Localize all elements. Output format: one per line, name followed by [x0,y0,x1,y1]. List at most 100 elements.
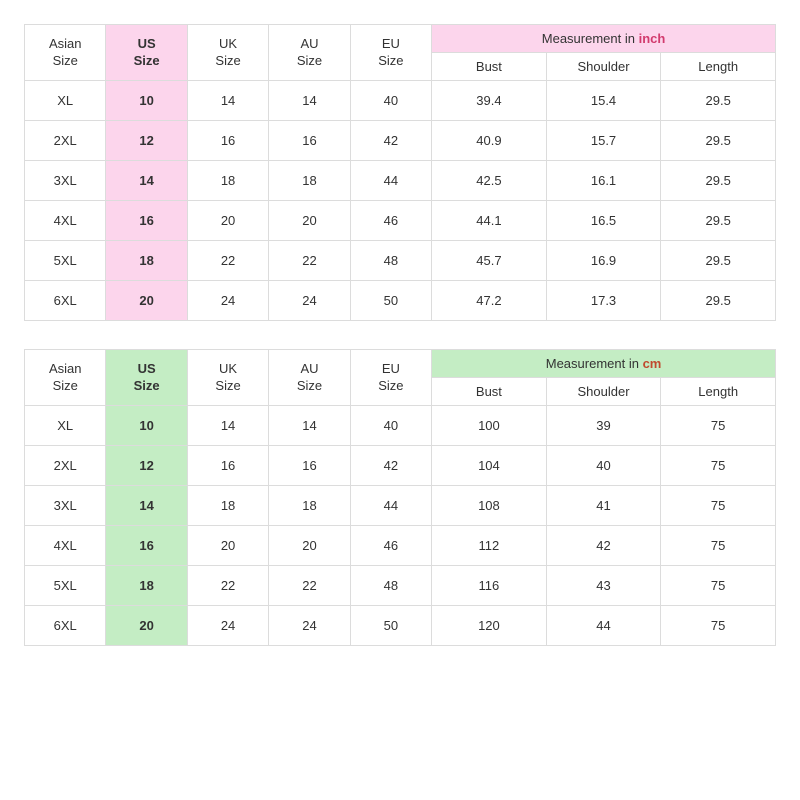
cell-eu: 40 [350,81,431,121]
cell-asian: 4XL [25,526,106,566]
col-us-size: USSize [106,350,187,406]
cell-us: 18 [106,241,187,281]
cell-bust: 100 [432,406,547,446]
table-row: 6XL2024245047.217.329.5 [25,281,776,321]
cell-asian: 3XL [25,486,106,526]
cell-shoulder: 42 [546,526,661,566]
col-au-size: AUSize [269,25,350,81]
cell-bust: 108 [432,486,547,526]
table-row: XL101414401003975 [25,406,776,446]
cell-eu: 46 [350,201,431,241]
cell-asian: 5XL [25,241,106,281]
cell-uk: 20 [187,201,268,241]
table-row: 3XL141818441084175 [25,486,776,526]
col-length: Length [661,378,776,406]
cell-au: 16 [269,446,350,486]
cell-asian: 3XL [25,161,106,201]
cell-us: 14 [106,486,187,526]
cell-length: 75 [661,566,776,606]
cell-us: 18 [106,566,187,606]
cell-bust: 47.2 [432,281,547,321]
cell-uk: 22 [187,566,268,606]
cell-eu: 50 [350,281,431,321]
cell-us: 10 [106,406,187,446]
cell-bust: 116 [432,566,547,606]
cell-bust: 40.9 [432,121,547,161]
cell-au: 22 [269,241,350,281]
cell-us: 20 [106,281,187,321]
cell-asian: 6XL [25,606,106,646]
cell-bust: 44.1 [432,201,547,241]
cell-uk: 14 [187,81,268,121]
table-row: 5XL182222481164375 [25,566,776,606]
cell-eu: 44 [350,486,431,526]
cell-us: 12 [106,446,187,486]
col-bust: Bust [432,378,547,406]
cell-shoulder: 41 [546,486,661,526]
cell-shoulder: 43 [546,566,661,606]
cell-length: 75 [661,526,776,566]
cell-asian: 4XL [25,201,106,241]
table-row: 6XL202424501204475 [25,606,776,646]
cell-uk: 18 [187,486,268,526]
cell-shoulder: 39 [546,406,661,446]
cell-length: 29.5 [661,161,776,201]
cell-uk: 20 [187,526,268,566]
table-row: 5XL1822224845.716.929.5 [25,241,776,281]
table-row: 2XL121616421044075 [25,446,776,486]
measurement-unit: inch [639,31,666,46]
cell-eu: 48 [350,241,431,281]
cell-shoulder: 16.5 [546,201,661,241]
cell-au: 18 [269,486,350,526]
col-measurement-header: Measurement in inch [432,25,776,53]
col-uk-size: UKSize [187,25,268,81]
cell-us: 14 [106,161,187,201]
cell-au: 16 [269,121,350,161]
cell-us: 12 [106,121,187,161]
col-eu-size: EUSize [350,350,431,406]
size-table-cm: AsianSizeUSSizeUKSizeAUSizeEUSizeMeasure… [24,349,776,646]
cell-eu: 44 [350,161,431,201]
cell-au: 14 [269,406,350,446]
cell-bust: 39.4 [432,81,547,121]
cell-au: 18 [269,161,350,201]
cell-eu: 40 [350,406,431,446]
cell-length: 29.5 [661,241,776,281]
cell-length: 75 [661,606,776,646]
cell-asian: 2XL [25,121,106,161]
cell-shoulder: 17.3 [546,281,661,321]
cell-uk: 16 [187,121,268,161]
cell-length: 75 [661,486,776,526]
cell-uk: 24 [187,281,268,321]
cell-length: 29.5 [661,201,776,241]
col-length: Length [661,53,776,81]
cell-au: 24 [269,606,350,646]
cell-au: 20 [269,526,350,566]
cell-bust: 120 [432,606,547,646]
cell-asian: 5XL [25,566,106,606]
cell-au: 20 [269,201,350,241]
cell-shoulder: 15.7 [546,121,661,161]
col-shoulder: Shoulder [546,378,661,406]
cell-asian: XL [25,406,106,446]
col-us-size: USSize [106,25,187,81]
table-gap [24,321,776,349]
cell-length: 29.5 [661,121,776,161]
cell-shoulder: 16.1 [546,161,661,201]
cell-us: 16 [106,201,187,241]
cell-uk: 24 [187,606,268,646]
cell-uk: 22 [187,241,268,281]
table-row: 3XL1418184442.516.129.5 [25,161,776,201]
cell-us: 10 [106,81,187,121]
cell-length: 29.5 [661,81,776,121]
measurement-unit: cm [643,356,662,371]
col-shoulder: Shoulder [546,53,661,81]
cell-eu: 48 [350,566,431,606]
cell-au: 22 [269,566,350,606]
col-au-size: AUSize [269,350,350,406]
cell-length: 29.5 [661,281,776,321]
cell-eu: 46 [350,526,431,566]
cell-us: 16 [106,526,187,566]
cell-bust: 45.7 [432,241,547,281]
col-measurement-header: Measurement in cm [432,350,776,378]
